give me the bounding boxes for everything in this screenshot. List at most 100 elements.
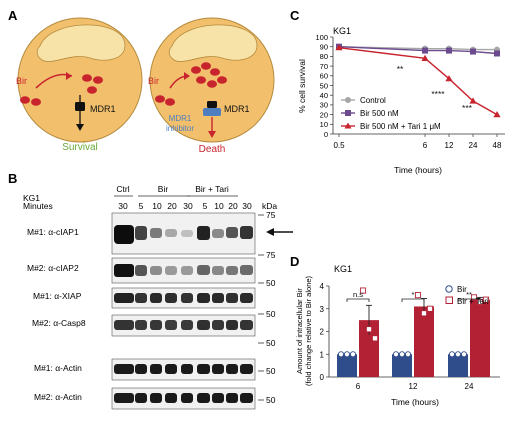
left-nucleus xyxy=(36,24,126,62)
band xyxy=(226,266,238,275)
minutes-label: Minutes xyxy=(23,201,53,211)
band xyxy=(165,266,177,275)
bar xyxy=(359,320,379,377)
band xyxy=(135,226,147,240)
y-axis-label: % cell survival xyxy=(297,59,307,113)
drug-dot xyxy=(191,66,201,74)
right-drug-label: Bir xyxy=(148,76,159,86)
y-tick-label: 0 xyxy=(324,130,328,139)
y-tick-label: 3 xyxy=(320,305,325,314)
band xyxy=(240,320,253,330)
drug-dot xyxy=(155,95,165,103)
band xyxy=(165,364,177,374)
blot-bands xyxy=(114,364,253,374)
y-tick-label: 90 xyxy=(320,43,328,52)
legend-marker-bir xyxy=(445,285,453,293)
marker-bottom: 50 xyxy=(266,395,276,405)
data-point xyxy=(470,294,478,301)
y-tick-label: 2 xyxy=(320,328,325,337)
panel-label-d: D xyxy=(290,254,299,269)
data-point xyxy=(359,287,367,294)
data-point xyxy=(349,351,357,358)
drug-dot xyxy=(196,76,206,84)
minute-label: 5 xyxy=(203,201,208,211)
data-point xyxy=(421,54,429,61)
band xyxy=(114,225,134,244)
drug-dot xyxy=(87,86,97,94)
data-point xyxy=(392,351,400,358)
minute-label: 30 xyxy=(183,201,193,211)
band xyxy=(150,293,162,303)
x-tick-label: 12 xyxy=(409,382,418,391)
minute-label: 30 xyxy=(118,201,128,211)
band xyxy=(165,293,177,303)
series-lines xyxy=(335,43,501,118)
band xyxy=(226,227,238,238)
band xyxy=(135,320,147,330)
data-point xyxy=(446,47,453,54)
data-point xyxy=(426,305,434,312)
y-axis-label-1: Amount of intracellular Bir xyxy=(295,288,304,374)
band xyxy=(150,320,162,330)
band xyxy=(240,226,253,239)
data-point xyxy=(469,97,477,104)
drug-dot xyxy=(217,76,227,84)
band xyxy=(197,265,210,275)
blot-bands xyxy=(114,320,253,330)
data-point xyxy=(422,47,429,54)
mdr1-inhibitor-block xyxy=(203,108,221,116)
band xyxy=(114,293,134,303)
panel-a-schematic: Bir MDR1 Survival Bir xyxy=(16,17,275,155)
left-cell-diagram: Bir MDR1 Survival xyxy=(16,17,143,153)
y-tick-label: 4 xyxy=(320,282,325,291)
minute-label: 10 xyxy=(214,201,224,211)
arrowhead xyxy=(66,72,72,80)
blot-bands xyxy=(114,225,253,244)
legend-marker-bir-tari xyxy=(344,122,352,129)
mdr1-inhibitor-label-1: MDR1 xyxy=(169,114,192,123)
panel-label-b: B xyxy=(8,171,17,186)
band xyxy=(197,293,210,303)
band xyxy=(114,264,134,277)
blot-label-xiap: M#1: α-XIAP xyxy=(33,291,82,301)
chart-c-title: KG1 xyxy=(333,26,351,36)
y-tick-label: 30 xyxy=(320,101,328,110)
y-tick-label: 1 xyxy=(320,350,325,359)
band xyxy=(197,320,210,330)
band xyxy=(240,364,253,374)
annotation-24h: **** xyxy=(431,89,445,99)
kda-label: kDa xyxy=(262,201,277,211)
band xyxy=(226,393,238,403)
survival-label: Survival xyxy=(62,142,98,153)
bar xyxy=(392,354,412,377)
x-tick-label: 48 xyxy=(493,141,502,150)
right-mdr1-label: MDR1 xyxy=(224,104,250,114)
band xyxy=(181,293,193,303)
blot-label-actin-1: M#1: α-Actin xyxy=(34,363,82,373)
band xyxy=(226,320,238,330)
chart-d-title: KG1 xyxy=(334,264,352,274)
data-point xyxy=(470,48,477,55)
y-tick-label: 70 xyxy=(320,62,328,71)
significance-bracket xyxy=(346,298,370,302)
band xyxy=(135,393,147,403)
band xyxy=(212,293,224,303)
significance-label: * xyxy=(412,290,415,299)
drug-dot xyxy=(165,98,175,106)
panel-label-a: A xyxy=(8,8,18,23)
drug-dot xyxy=(93,76,103,84)
data-point xyxy=(404,351,412,358)
right-cell-diagram: Bir MDR1 MDR1 inhibitor Death xyxy=(148,17,275,155)
significance-label: n.s xyxy=(353,290,363,299)
band xyxy=(150,393,162,403)
bars: 6 12 24 xyxy=(337,287,490,391)
x-ticks: 0.5 6 12 24 48 xyxy=(333,134,502,150)
data-point xyxy=(493,111,501,118)
blot-bands xyxy=(114,293,253,303)
arrowhead xyxy=(266,228,274,236)
group-label-bir: Bir xyxy=(158,184,169,194)
y-tick-label: 100 xyxy=(315,33,328,42)
data-point xyxy=(460,351,468,358)
data-point xyxy=(398,351,406,358)
y-axis-label-2: (fold change relative to Bir alone) xyxy=(304,275,313,386)
